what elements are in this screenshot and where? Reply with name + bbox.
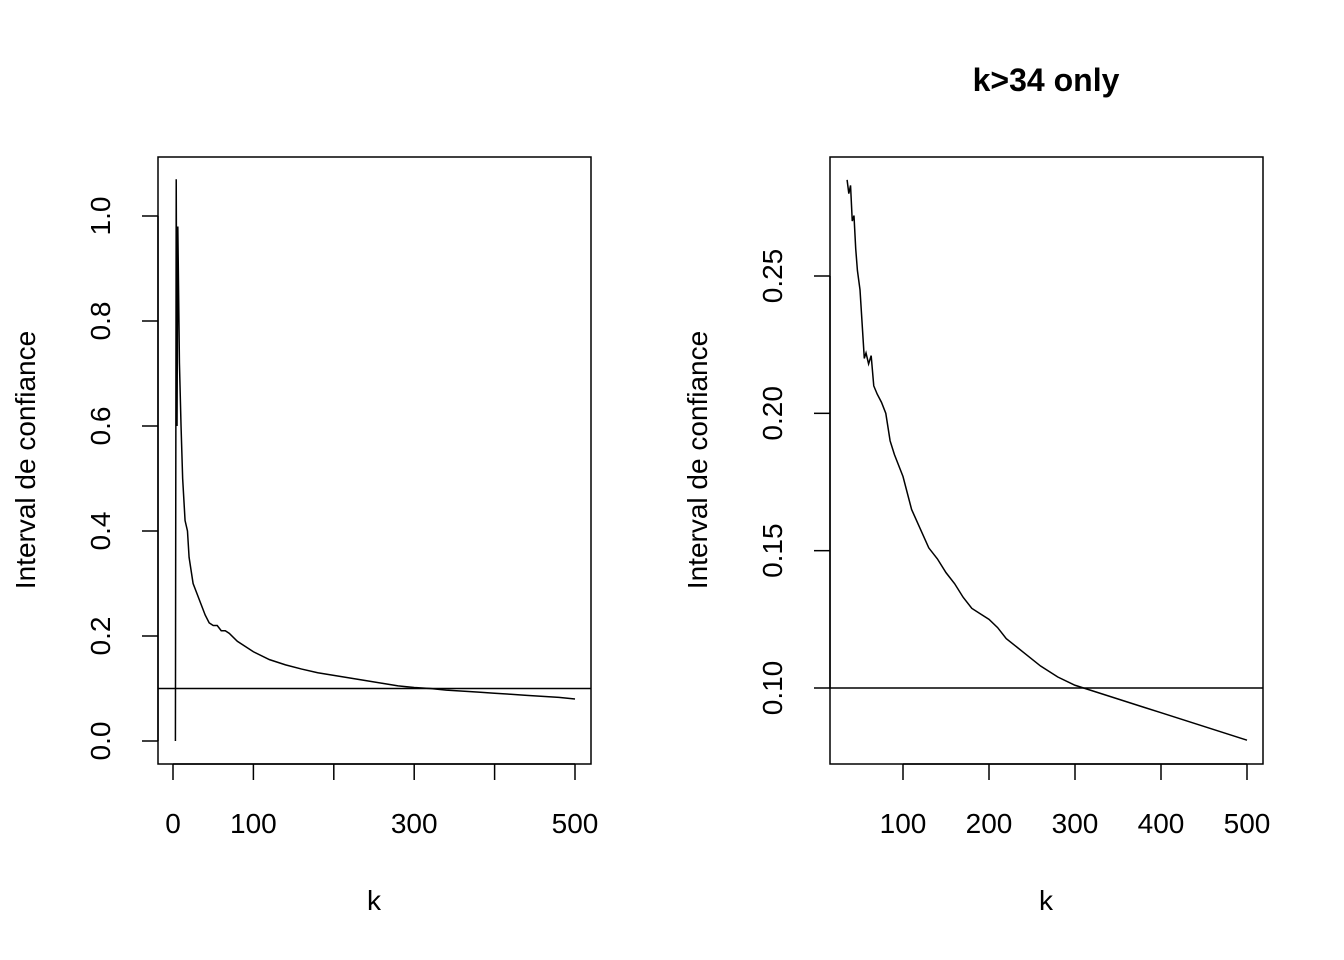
y-tick-label: 0.10	[757, 661, 788, 716]
y-axis-label: Interval de confiance	[682, 331, 713, 589]
y-tick-label: 0.6	[85, 407, 116, 446]
x-tick-label: 200	[966, 808, 1013, 839]
y-tick-label: 0.15	[757, 523, 788, 578]
y-tick-label: 0.4	[85, 512, 116, 551]
x-tick-label: 400	[1138, 808, 1185, 839]
y-axis-label: Interval de confiance	[10, 331, 41, 589]
x-tick-label: 300	[391, 808, 438, 839]
plot-frame	[157, 156, 592, 765]
y-tick-label: 0.8	[85, 302, 116, 341]
y-tick-label: 0.20	[757, 386, 788, 441]
x-tick-label: 100	[230, 808, 277, 839]
left-panel: k Interval de confiance 0 100 300 500 0.00.…	[10, 156, 599, 916]
series-line	[846, 179, 1248, 741]
y-tick-label: 0.2	[85, 617, 116, 656]
y-tick-label: 0.25	[757, 249, 788, 304]
x-ticks: 0 100 300 500	[165, 763, 599, 839]
y-tick-label: 1.0	[85, 197, 116, 236]
x-tick-label: 500	[1224, 808, 1271, 839]
series-line	[174, 179, 576, 742]
x-tick-label: 0	[165, 808, 181, 839]
x-tick-label: 100	[880, 808, 927, 839]
x-ticks: 100 200 300 400 500	[880, 763, 1271, 839]
x-tick-label: 300	[1052, 808, 1099, 839]
right-panel: k>34 only k Interval de confiance 100 200…	[682, 62, 1270, 916]
x-axis-label: k	[1039, 885, 1054, 916]
plot-frame	[829, 156, 1264, 765]
chart-title: k>34 only	[973, 62, 1120, 98]
x-axis-label: k	[367, 885, 382, 916]
y-tick-label: 0.0	[85, 722, 116, 761]
y-ticks: 0.10 0.15 0.20 0.25	[757, 249, 831, 716]
y-ticks: 0.0 0.2 0.4 0.6 0.8 1.0	[85, 197, 159, 761]
x-tick-label: 500	[552, 808, 599, 839]
